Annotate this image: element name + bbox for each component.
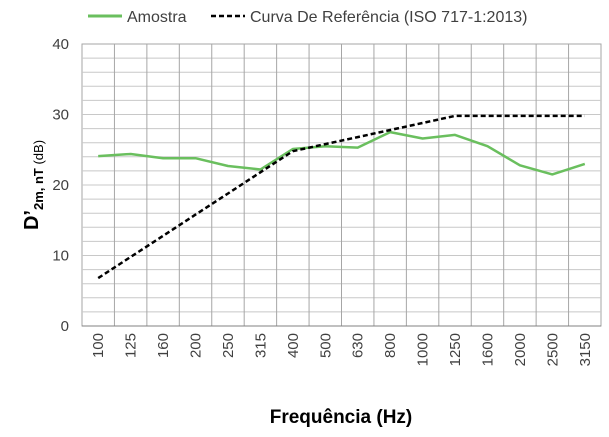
x-tick-label: 1600 (479, 333, 496, 366)
x-tick-label: 100 (90, 333, 107, 358)
x-axis-title: Frequência (Hz) (270, 407, 413, 428)
x-tick-label: 1000 (415, 333, 432, 366)
y-tick-label: 0 (61, 318, 69, 335)
y-tick-label: 10 (52, 248, 69, 265)
x-tick-label: 250 (220, 333, 237, 358)
x-tick-label: 315 (252, 333, 269, 358)
y-axis-title: D’2m, nT (dB) (21, 140, 46, 230)
x-tick-label: 630 (350, 333, 367, 358)
y-axis-title-subscript: 2m, nT (31, 168, 46, 210)
x-axis-ticks: 100 125 160 200 250 315 400 500 630 800 1000 1250 16… (90, 333, 594, 366)
y-axis-ticks: 0 10 20 30 40 (52, 36, 69, 335)
x-tick-label: 200 (188, 333, 205, 358)
legend-label-reference-curve: Curva De Referência (ISO 717-1:2013) (250, 9, 527, 26)
x-tick-label: 160 (155, 333, 172, 358)
y-tick-label: 40 (52, 36, 69, 53)
grid (81, 43, 602, 327)
x-tick-label: 2000 (512, 333, 529, 366)
y-axis-title-unit: (dB) (31, 140, 46, 168)
legend-label-amostra: Amostra (127, 9, 187, 26)
x-tick-label: 125 (123, 333, 140, 358)
y-tick-label: 20 (52, 177, 69, 194)
x-tick-label: 400 (285, 333, 302, 358)
x-tick-label: 3150 (577, 333, 594, 366)
series-line-amostra (98, 130, 586, 176)
x-tick-label: 1250 (447, 333, 464, 366)
y-axis-title-main: D’ (21, 210, 43, 230)
x-tick-label: 800 (382, 333, 399, 358)
x-tick-label: 2500 (544, 333, 561, 366)
x-tick-label: 500 (317, 333, 334, 358)
series-lines (97, 114, 586, 280)
y-tick-label: 30 (52, 107, 69, 124)
series-line-reference-curve (97, 114, 585, 280)
legend: Amostra Curva De Referência (ISO 717-1:2… (88, 9, 527, 26)
